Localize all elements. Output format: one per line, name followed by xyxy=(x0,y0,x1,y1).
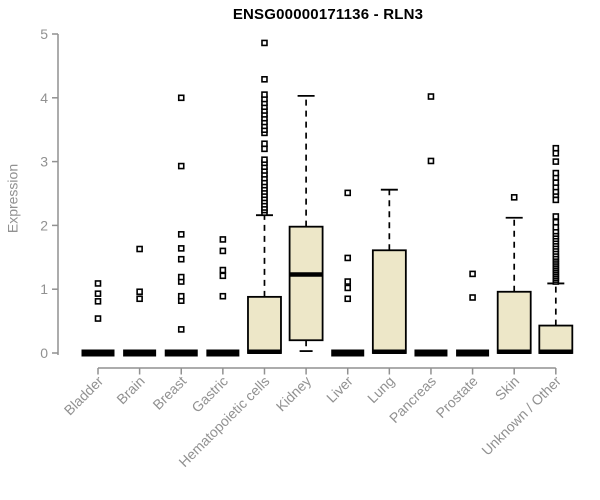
boxplot-kidney xyxy=(288,94,324,352)
x-tick-label-prostate: Prostate xyxy=(433,373,481,421)
y-tick-label: 2 xyxy=(40,217,48,233)
y-tick-label: 3 xyxy=(40,154,48,170)
zero-box xyxy=(81,349,115,357)
outlier-point xyxy=(136,295,143,303)
outlier-point xyxy=(219,247,227,255)
outlier-point xyxy=(219,292,227,300)
zero-box xyxy=(456,349,490,357)
outlier-point xyxy=(344,254,352,262)
outlier-point xyxy=(469,270,476,278)
outlier-point xyxy=(552,179,560,186)
outlier-point xyxy=(219,236,227,243)
outlier-point xyxy=(177,231,185,238)
x-tick-label-kidney: Kidney xyxy=(273,373,315,415)
boxplot-gastric xyxy=(206,236,240,357)
zero-box xyxy=(414,349,448,357)
x-tick-label-bladder: Bladder xyxy=(61,373,107,419)
outlier-point xyxy=(552,158,560,165)
outlier-point xyxy=(261,140,268,148)
outlier-point xyxy=(552,150,560,157)
boxplot-brain xyxy=(123,245,157,357)
x-tick-label-unknown-other: Unknown / Other xyxy=(478,373,564,459)
outlier-point xyxy=(261,75,268,83)
outlier-point xyxy=(136,245,143,253)
outlier-point xyxy=(344,284,352,292)
outlier-point xyxy=(552,218,560,226)
y-tick-label: 1 xyxy=(40,281,48,297)
outlier-point xyxy=(261,156,268,163)
boxplot-lung xyxy=(371,188,407,354)
outlier-point xyxy=(552,196,560,204)
outlier-point xyxy=(94,315,102,322)
outlier-point xyxy=(552,144,560,152)
outlier-point xyxy=(177,326,185,333)
x-tick-label-brain: Brain xyxy=(113,373,147,407)
outlier-point xyxy=(94,290,102,297)
outlier-point xyxy=(552,224,560,231)
outlier-point xyxy=(552,213,560,220)
outlier-point xyxy=(344,295,352,303)
outlier-point xyxy=(427,93,435,100)
zero-box xyxy=(331,349,365,357)
zero-box xyxy=(206,349,240,357)
boxplot-hematopoietic-cells xyxy=(247,39,282,354)
boxplot-skin xyxy=(496,194,532,354)
outlier-point xyxy=(261,145,268,153)
boxplot-bladder xyxy=(81,280,115,357)
outlier-point xyxy=(344,189,352,197)
chart-title: ENSG00000171136 - RLN3 xyxy=(232,6,424,23)
y-tick-label: 0 xyxy=(40,345,48,361)
x-tick-label-liver: Liver xyxy=(323,373,356,406)
outlier-point xyxy=(427,157,435,165)
outlier-point xyxy=(177,94,185,102)
outlier-point xyxy=(136,288,143,296)
zero-box xyxy=(123,349,157,357)
outlier-point xyxy=(261,39,268,47)
outlier-point xyxy=(261,91,268,98)
boxplot-pancreas xyxy=(414,93,448,357)
x-tick-label-skin: Skin xyxy=(492,373,523,404)
outlier-point xyxy=(219,266,227,274)
box xyxy=(538,324,574,354)
zero-box xyxy=(164,349,198,357)
outlier-point xyxy=(177,245,185,252)
outlier-point xyxy=(94,280,102,287)
x-tick-label-breast: Breast xyxy=(149,373,189,413)
outlier-point xyxy=(469,294,476,301)
outlier-point xyxy=(344,278,352,285)
box xyxy=(371,249,407,354)
outlier-point xyxy=(94,298,102,305)
y-tick-label: 5 xyxy=(40,26,48,42)
outlier-point xyxy=(219,272,227,280)
outlier-point xyxy=(177,273,185,281)
outlier-point xyxy=(510,194,518,201)
y-tick-label: 4 xyxy=(40,90,48,106)
boxplot-unknown-other xyxy=(538,144,574,354)
x-tick-label-lung: Lung xyxy=(364,373,397,406)
outlier-point xyxy=(177,162,185,170)
outlier-point xyxy=(177,292,185,300)
outlier-point xyxy=(177,255,185,263)
boxplot-breast xyxy=(164,94,198,357)
box xyxy=(288,225,324,342)
box xyxy=(247,295,282,354)
outlier-point xyxy=(552,169,560,177)
boxplot-liver xyxy=(331,189,365,357)
box xyxy=(496,290,532,354)
boxplot-prostate xyxy=(456,270,490,357)
